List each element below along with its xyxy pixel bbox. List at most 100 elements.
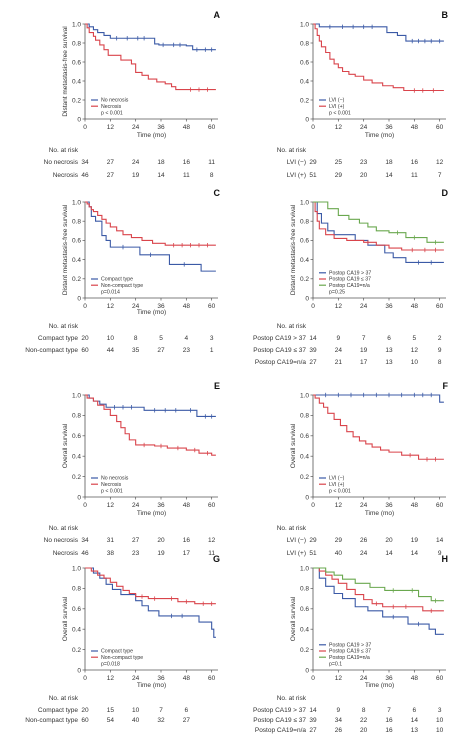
x-tick-label: 36 — [157, 675, 165, 682]
y-tick-label: 0.8 — [300, 40, 309, 47]
km-curve-1 — [313, 567, 444, 635]
km-curve-1 — [85, 394, 216, 417]
at-risk-count: 39 — [309, 717, 317, 724]
at-risk-count: 14 — [411, 550, 419, 557]
km-curve-1 — [313, 394, 444, 403]
y-tick-label: 0.4 — [72, 454, 81, 461]
at-risk-row-label: LVI (−) — [287, 159, 306, 166]
x-tick-label: 24 — [132, 675, 140, 682]
at-risk-count: 14 — [411, 717, 419, 724]
x-tick-label: 0 — [311, 675, 315, 682]
x-tick-label: 12 — [335, 675, 343, 682]
y-tick-label: 0.2 — [300, 474, 309, 481]
x-tick-label: 48 — [411, 303, 419, 310]
at-risk-row-label: Non-compact type — [25, 717, 78, 724]
at-risk-count: 16 — [385, 717, 393, 724]
at-risk-row-label: Postop CA19 ≤ 37 — [253, 347, 306, 354]
y-tick-label: 1.0 — [300, 21, 309, 28]
y-tick-label: 0.6 — [300, 606, 309, 613]
at-risk-count: 34 — [335, 717, 343, 724]
at-risk-count: 27 — [309, 359, 317, 366]
x-tick-label: 60 — [436, 303, 444, 310]
at-risk-count: 24 — [360, 550, 368, 557]
y-tick-label: 0.2 — [72, 474, 81, 481]
at-risk-count: 31 — [107, 537, 115, 544]
km-curve-1 — [313, 201, 444, 264]
at-risk-count: 60 — [81, 347, 89, 354]
at-risk-count: 14 — [385, 550, 393, 557]
at-risk-count: 8 — [362, 707, 366, 714]
at-risk-count: 26 — [335, 727, 343, 734]
panel-letter: E — [214, 381, 220, 391]
at-risk-count: 14 — [385, 172, 393, 179]
at-risk-row-label: Non-compact type — [25, 347, 78, 354]
at-risk-header: No. at risk — [277, 695, 307, 702]
at-risk-count: 3 — [438, 707, 442, 714]
y-tick-label: 0 — [305, 667, 309, 674]
x-tick-label: 36 — [385, 675, 393, 682]
legend-entry: Necrosis — [101, 482, 122, 488]
at-risk-row-label: Compact type — [38, 335, 78, 342]
p-value: p=0.014 — [101, 290, 120, 296]
at-risk-count: 11 — [183, 172, 190, 179]
at-risk-count: 29 — [309, 537, 317, 544]
at-risk-count: 5 — [159, 335, 163, 342]
at-risk-count: 20 — [385, 537, 393, 544]
at-risk-count: 16 — [183, 537, 191, 544]
x-tick-label: 0 — [311, 303, 315, 310]
at-risk-row-label: Postop CA19 > 37 — [253, 335, 306, 342]
y-axis-label: Distant metastasis-free survival — [62, 204, 69, 295]
at-risk-header: No. at risk — [277, 323, 307, 330]
y-tick-label: 0.2 — [72, 647, 81, 654]
x-tick-label: 36 — [157, 303, 165, 310]
at-risk-row-label: LVI (+) — [287, 172, 306, 179]
legend-entry: Postop CA19 > 37 — [329, 270, 371, 276]
x-tick-label: 24 — [132, 124, 140, 131]
x-tick-label: 0 — [83, 675, 87, 682]
km-curve-1 — [85, 567, 216, 638]
at-risk-count: 9 — [337, 707, 341, 714]
x-tick-label: 12 — [107, 124, 115, 131]
at-risk-header: No. at risk — [49, 147, 79, 154]
at-risk-count: 20 — [360, 172, 368, 179]
at-risk-count: 27 — [107, 159, 115, 166]
at-risk-count: 10 — [436, 727, 444, 734]
x-tick-label: 48 — [411, 124, 419, 131]
x-axis-label: Time (mo) — [365, 510, 394, 517]
km-curve-2 — [85, 201, 216, 246]
at-risk-count: 10 — [436, 717, 444, 724]
x-tick-label: 48 — [183, 675, 191, 682]
at-risk-count: 20 — [81, 707, 89, 714]
at-risk-header: No. at risk — [49, 695, 79, 702]
at-risk-count: 16 — [411, 159, 419, 166]
legend-entry: Postop CA19 ≤ 37 — [329, 649, 371, 655]
legend-entry: No necrosis — [101, 476, 129, 482]
at-risk-row-label: LVI (−) — [287, 537, 306, 544]
legend-entry: Compact type — [101, 649, 133, 655]
p-value: p=0.1 — [329, 662, 342, 668]
at-risk-count: 11 — [208, 550, 215, 557]
at-risk-count: 27 — [107, 172, 115, 179]
x-tick-label: 0 — [83, 124, 87, 131]
at-risk-count: 23 — [183, 347, 191, 354]
at-risk-count: 24 — [132, 159, 140, 166]
y-tick-label: 0.6 — [72, 238, 81, 245]
at-risk-count: 23 — [132, 550, 140, 557]
at-risk-count: 38 — [107, 550, 115, 557]
p-value: p < 0.001 — [329, 111, 351, 117]
x-tick-label: 60 — [208, 675, 216, 682]
y-axis-label: Overall survival — [62, 423, 69, 468]
y-tick-label: 0.4 — [300, 78, 309, 85]
y-axis-label: Distant metastasis-free survival — [290, 204, 297, 295]
panel-g: 0 0.2 0.4 0.6 0.8 1.0 0 12 24 36 48 60 Overall survi… — [25, 554, 220, 724]
y-tick-label: 0.6 — [300, 433, 309, 440]
y-tick-label: 0 — [77, 494, 81, 501]
panel-letter: F — [443, 381, 449, 391]
x-tick-label: 36 — [385, 124, 393, 131]
at-risk-count: 12 — [208, 537, 216, 544]
at-risk-count: 10 — [132, 707, 140, 714]
x-tick-label: 0 — [311, 124, 315, 131]
at-risk-row-label: Postop CA19 ≤ 37 — [253, 717, 306, 724]
at-risk-count: 18 — [157, 159, 165, 166]
at-risk-count: 15 — [107, 707, 115, 714]
